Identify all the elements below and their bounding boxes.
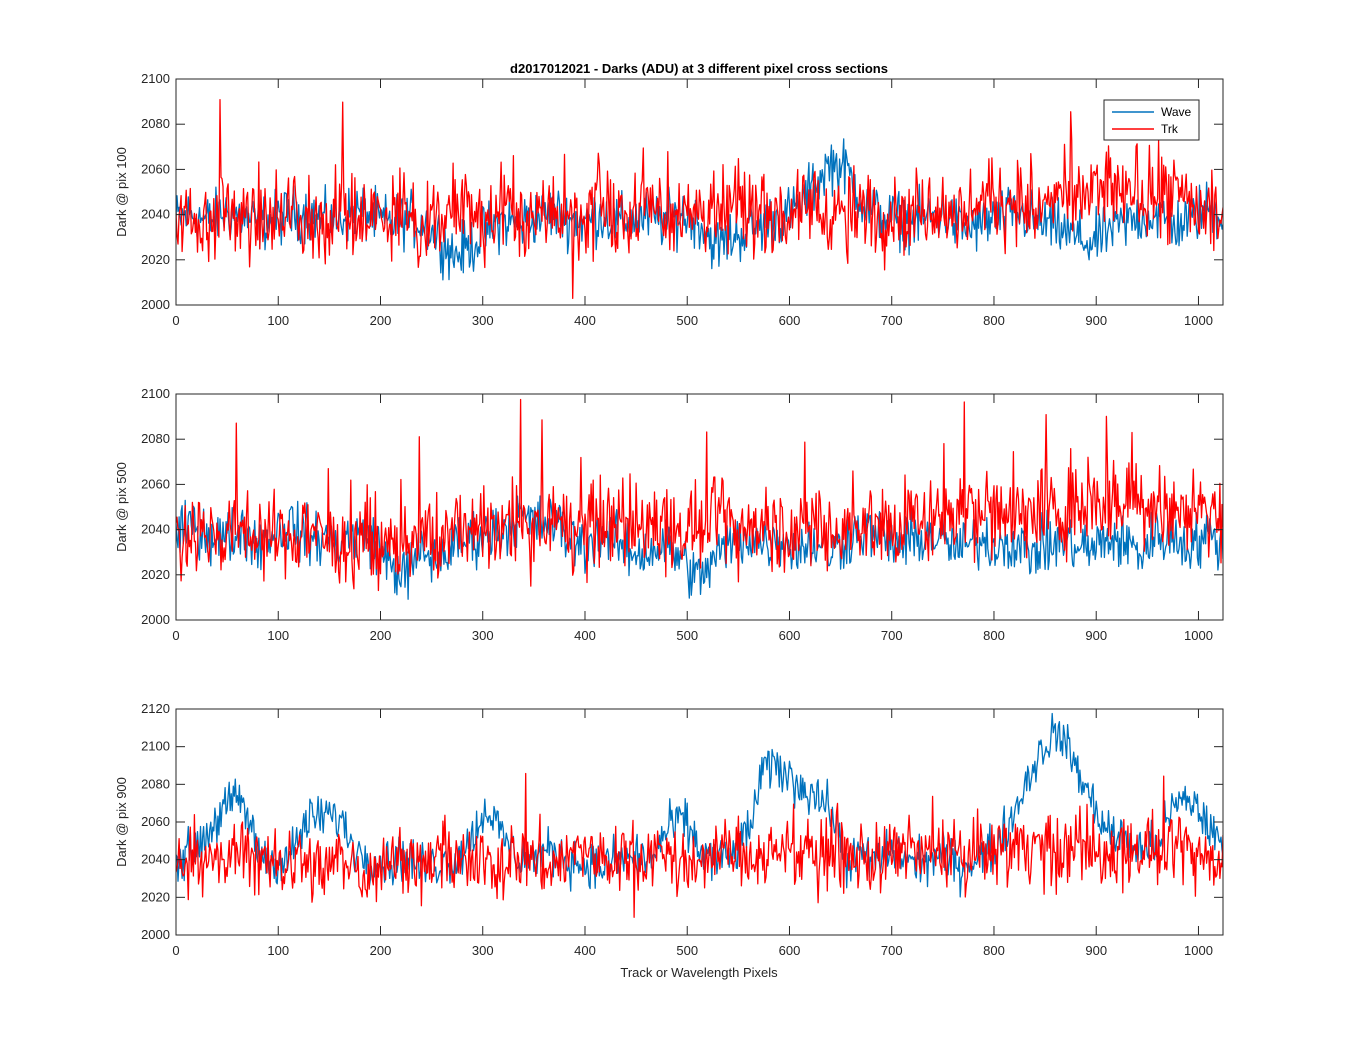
y-tick-label: 2100 <box>141 386 170 401</box>
x-tick-label: 700 <box>881 313 903 328</box>
legend-box <box>1103 99 1200 141</box>
x-tick-label: 900 <box>1085 628 1107 643</box>
x-tick-label: 100 <box>267 313 289 328</box>
x-tick-label: 600 <box>779 943 801 958</box>
x-tick-label: 600 <box>779 628 801 643</box>
x-tick-label: 1000 <box>1184 943 1213 958</box>
y-tick-label: 2080 <box>141 776 170 791</box>
y-tick-label: 2060 <box>141 814 170 829</box>
x-tick-label: 400 <box>574 313 596 328</box>
x-tick-label: 200 <box>370 943 392 958</box>
x-tick-label: 0 <box>172 313 179 328</box>
x-tick-label: 700 <box>881 628 903 643</box>
x-tick-label: 1000 <box>1184 313 1213 328</box>
series-group <box>176 398 1223 600</box>
y-tick-label: 2080 <box>141 431 170 446</box>
x-tick-label: 300 <box>472 628 494 643</box>
x-tick-label: 100 <box>267 943 289 958</box>
legend: Wave Trk <box>1103 99 1200 141</box>
legend-label-wave: Wave <box>1161 105 1192 119</box>
x-tick-label: 200 <box>370 628 392 643</box>
subplot-1: 0 100 200 300 400 500 600 700 800 900 1000 2000 2020… <box>114 71 1224 328</box>
y-tick-label: 2020 <box>141 252 170 267</box>
x-tick-label: 400 <box>574 943 596 958</box>
y-tick-label: 2040 <box>141 207 170 222</box>
y-tick-label: 2100 <box>141 739 170 754</box>
y-tick-label: 2000 <box>141 297 170 312</box>
x-tick-label: 300 <box>472 943 494 958</box>
y-tick-label: 2100 <box>141 71 170 86</box>
y-tick-label: 2040 <box>141 852 170 867</box>
x-tick-label: 0 <box>172 943 179 958</box>
series-line-wave <box>176 712 1223 898</box>
x-tick-label: 900 <box>1085 943 1107 958</box>
x-tick-label: 800 <box>983 313 1005 328</box>
axes-box <box>175 393 1224 621</box>
x-tick-label: 500 <box>676 943 698 958</box>
series-line-trk <box>176 772 1223 918</box>
y-tick-label: 2060 <box>141 161 170 176</box>
subplot-3: 0 100 200 300 400 500 600 700 800 900 1000 2000 2020… <box>114 701 1224 958</box>
y-tick-label: 2000 <box>141 612 170 627</box>
y-tick-label: 2060 <box>141 476 170 491</box>
x-tick-label: 1000 <box>1184 628 1213 643</box>
figure-title: d2017012021 - Darks (ADU) at 3 different… <box>510 61 888 76</box>
x-tick-label: 900 <box>1085 313 1107 328</box>
axes-box <box>175 78 1224 306</box>
x-tick-label: 600 <box>779 313 801 328</box>
y-axis-label: Dark @ pix 500 <box>114 462 129 552</box>
subplots: 0 100 200 300 400 500 600 700 800 900 100020002020… <box>114 71 1224 958</box>
x-tick-label: 400 <box>574 628 596 643</box>
series-group <box>176 712 1223 918</box>
series-group <box>176 98 1223 300</box>
y-axis-label: Dark @ pix 900 <box>114 777 129 867</box>
x-tick-label: 200 <box>370 313 392 328</box>
y-tick-label: 2020 <box>141 889 170 904</box>
series-line-trk <box>176 98 1223 300</box>
x-tick-label: 300 <box>472 313 494 328</box>
x-tick-label: 500 <box>676 313 698 328</box>
y-axis-label: Dark @ pix 100 <box>114 147 129 237</box>
x-tick-label: 800 <box>983 943 1005 958</box>
x-tick-label: 100 <box>267 628 289 643</box>
series-line-trk <box>176 398 1223 592</box>
x-tick-label: 800 <box>983 628 1005 643</box>
y-tick-label: 2040 <box>141 522 170 537</box>
subplot-2: 0 100 200 300 400 500 600 700 800 900 1000 2000 2020… <box>114 386 1224 643</box>
y-tick-label: 2020 <box>141 567 170 582</box>
legend-label-trk: Trk <box>1161 122 1179 136</box>
x-tick-label: 700 <box>881 943 903 958</box>
x-tick-label: 0 <box>172 628 179 643</box>
y-tick-label: 2120 <box>141 701 170 716</box>
x-axis-label: Track or Wavelength Pixels <box>620 965 778 980</box>
y-tick-label: 2000 <box>141 927 170 942</box>
x-tick-label: 500 <box>676 628 698 643</box>
y-tick-label: 2080 <box>141 116 170 131</box>
